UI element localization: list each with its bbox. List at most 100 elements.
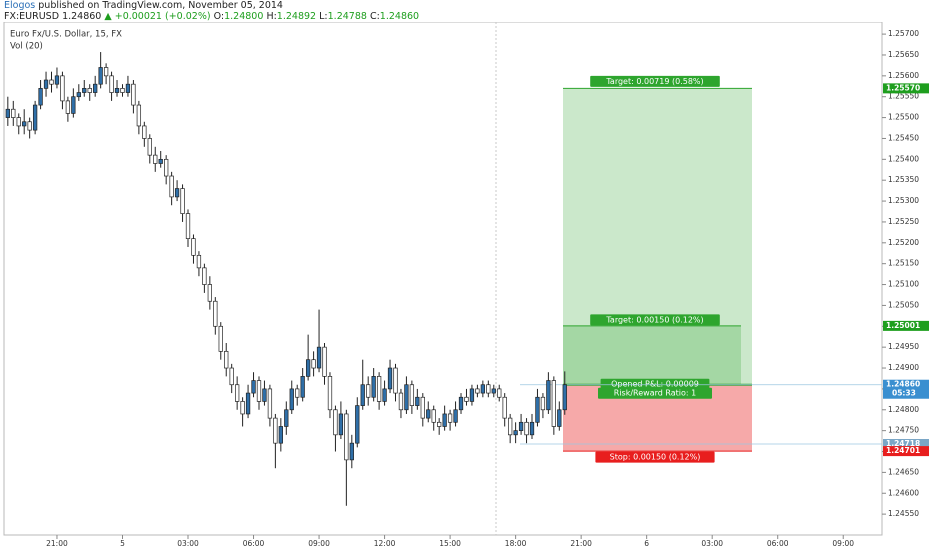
candle-body — [76, 92, 81, 98]
candle-body — [174, 188, 180, 198]
candle-body — [256, 380, 262, 402]
l-label: L: — [319, 11, 328, 22]
candle-body — [464, 396, 469, 402]
candle-body — [5, 108, 10, 118]
candle-body — [284, 409, 289, 427]
candle-body — [109, 75, 114, 93]
target2-label-box — [590, 314, 720, 326]
candle-body — [437, 421, 442, 427]
published: published on TradingView.com, November 0… — [38, 0, 283, 11]
candle-body — [420, 396, 425, 419]
candle-body — [300, 376, 305, 398]
candle-body — [191, 238, 196, 256]
candle-body — [93, 83, 98, 93]
candle-body — [355, 405, 360, 444]
x-tick-label: 03:00 — [177, 539, 199, 548]
candle-body — [557, 409, 562, 427]
candle-body — [480, 384, 486, 394]
y-tick-label: 1.24950 — [888, 342, 919, 351]
close: 1.24860 — [379, 11, 420, 22]
candle-body — [229, 367, 234, 386]
candle-body — [158, 158, 163, 164]
candle-body — [518, 421, 524, 431]
candle-body — [453, 409, 458, 423]
candle-body — [251, 380, 256, 394]
x-tick-label: 06:00 — [767, 539, 789, 548]
low: 1.24788 — [327, 11, 367, 22]
plot-frame — [3, 22, 883, 536]
symbol: FX:EURUSD — [4, 11, 60, 22]
candle-body — [529, 421, 535, 436]
countdown: 05:33 — [892, 389, 916, 398]
candle-body — [366, 384, 371, 398]
candle-body — [431, 409, 436, 423]
last: 1.24860 — [62, 11, 102, 22]
price-label-box — [883, 446, 929, 457]
target2-label: Target: 0.00150 (0.12%) — [605, 315, 703, 324]
candle-body — [322, 346, 327, 377]
candle-body — [371, 376, 376, 398]
candle-body — [535, 396, 540, 423]
candle-body — [469, 388, 475, 402]
y-tick-label: 1.25350 — [888, 175, 919, 184]
candle-body — [546, 380, 551, 411]
candle-body — [289, 388, 294, 411]
header: Elogos published on TradingView.com, Nov… — [4, 0, 419, 22]
x-tick-label: 5 — [120, 539, 125, 548]
candle-body — [513, 430, 518, 436]
candle-body — [27, 121, 32, 131]
candle-body — [235, 384, 240, 402]
candle-body — [360, 384, 365, 406]
y-tick-label: 1.25200 — [888, 238, 919, 247]
candle-body — [114, 88, 120, 93]
candle-body — [486, 384, 491, 394]
candle-body — [447, 413, 453, 423]
candle-body — [409, 384, 415, 406]
candle-body — [344, 413, 349, 461]
candle-body — [245, 392, 251, 415]
candle-body — [169, 175, 174, 198]
chart: Euro Fx/U.S. Dollar, 15, FX Vol (20) 1.2… — [3, 22, 929, 548]
chart-title: Euro Fx/U.S. Dollar, 15, FX — [10, 30, 122, 40]
candle-body — [316, 346, 322, 369]
rr-label: Risk/Reward Ratio: 1 — [614, 389, 696, 398]
candle-body — [207, 284, 212, 302]
countdown-box — [883, 388, 929, 399]
x-tick-label: 12:00 — [374, 539, 396, 548]
candle-body — [196, 254, 202, 269]
candle-body — [382, 388, 387, 402]
candle-body — [49, 79, 54, 85]
author[interactable]: Elogos — [4, 0, 36, 11]
candle-body — [153, 154, 158, 164]
y-tick-label: 1.24750 — [888, 426, 919, 435]
candle-body — [311, 359, 316, 369]
candle-body — [338, 413, 344, 436]
candle-body — [147, 138, 152, 156]
candle-body — [87, 88, 92, 93]
candle-body — [305, 359, 311, 377]
candle-body — [278, 426, 283, 444]
candle-body — [60, 75, 65, 102]
candle-body — [202, 267, 207, 285]
y-tick-label: 1.25550 — [888, 92, 919, 101]
y-tick-label: 1.25100 — [888, 280, 919, 289]
candle-body — [295, 388, 300, 398]
y-tick-label: 1.25400 — [888, 154, 919, 163]
target-zone — [563, 88, 752, 385]
y-tick-label: 1.25450 — [888, 133, 919, 142]
candle-body — [43, 79, 49, 89]
candle-body — [11, 108, 16, 118]
stop-label-box — [595, 451, 715, 463]
y-tick-label: 1.25600 — [888, 71, 919, 80]
candle-body — [415, 396, 420, 406]
y-tick-label: 1.25050 — [888, 300, 919, 309]
candle-body — [327, 376, 333, 411]
candle-body — [524, 421, 529, 436]
candle-body — [164, 158, 169, 177]
o-label: O: — [213, 11, 225, 22]
candle-body — [82, 88, 87, 93]
candle-body — [376, 376, 382, 402]
y-tick-label: 1.24800 — [888, 405, 919, 414]
candle-body — [136, 104, 142, 127]
